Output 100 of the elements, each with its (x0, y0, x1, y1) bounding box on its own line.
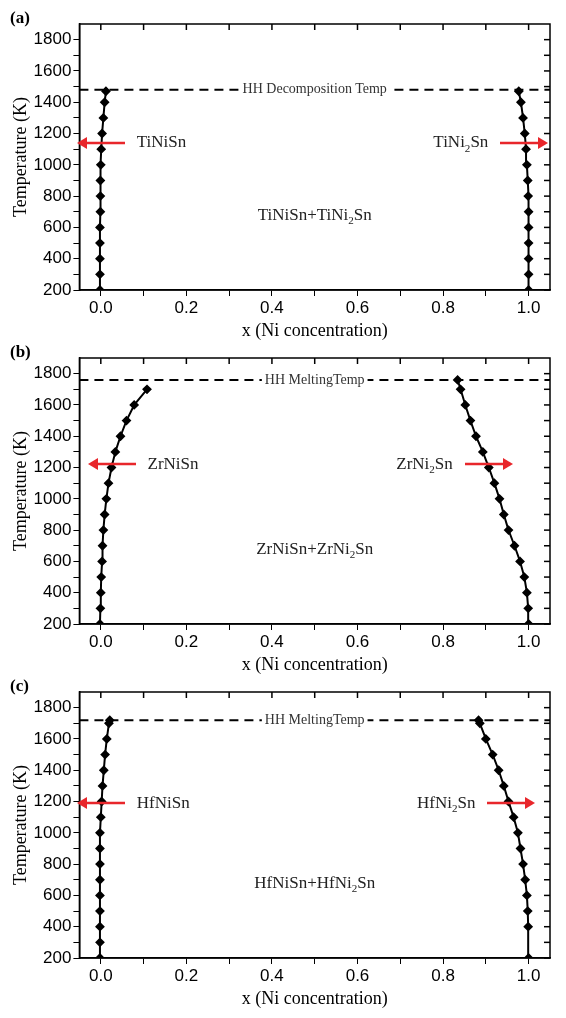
x-tick-label: 0.0 (88, 631, 113, 651)
point (523, 922, 533, 932)
point (95, 906, 105, 916)
y-tick-label: 1200 (33, 123, 72, 143)
point (129, 400, 139, 410)
point (488, 750, 498, 760)
point (489, 478, 499, 488)
x-tick-label: 0.8 (431, 631, 455, 651)
point (101, 86, 111, 96)
chart-title: (b) (10, 341, 31, 361)
x-tick-label: 0.8 (431, 297, 455, 317)
point (96, 812, 106, 822)
point (100, 750, 110, 760)
point (98, 541, 108, 551)
x-tick-label: 0.0 (88, 297, 113, 317)
point (95, 859, 105, 869)
x-tick-label: 0.6 (345, 965, 370, 985)
y-tick-label: 400 (43, 582, 72, 602)
point (521, 144, 531, 154)
x-tick-label: 1.0 (516, 631, 541, 651)
chart-title: (a) (10, 7, 30, 27)
point (523, 191, 533, 201)
point (95, 238, 105, 248)
point (101, 494, 111, 504)
ref-line-label: HH Decomposition Temp (242, 81, 387, 97)
point (524, 269, 534, 279)
point (519, 572, 529, 582)
x-axis-title: x (Ni concentration) (241, 987, 388, 1009)
point (465, 416, 475, 426)
chart-title: (c) (10, 675, 29, 695)
point (121, 416, 131, 426)
point (484, 463, 494, 473)
point (471, 431, 481, 441)
y-tick-label: 1400 (33, 91, 72, 111)
point (523, 603, 533, 613)
y-tick-label: 1000 (33, 822, 72, 842)
point (98, 781, 108, 791)
point (522, 890, 532, 900)
x-tick-label: 0.2 (174, 297, 199, 317)
point (478, 447, 488, 457)
point (504, 525, 513, 535)
y-tick-label: 600 (43, 885, 72, 905)
point (515, 556, 525, 566)
point (95, 875, 105, 885)
point (97, 556, 107, 566)
point (95, 207, 105, 217)
y-tick-label: 800 (43, 853, 72, 873)
y-tick-label: 1400 (33, 425, 72, 445)
y-tick-label: 600 (43, 217, 72, 237)
point (523, 175, 533, 185)
x-tick-label: 0.6 (345, 631, 370, 651)
x-axis-title: x (Ni concentration) (241, 319, 388, 341)
point (518, 113, 528, 123)
point (104, 478, 114, 488)
point (95, 937, 105, 947)
point (513, 828, 523, 838)
y-tick-label: 800 (43, 519, 72, 539)
annotation: ZrNiSn (147, 453, 199, 473)
point (95, 603, 105, 613)
point (495, 494, 505, 504)
point (456, 384, 466, 394)
point (524, 254, 534, 264)
point (95, 843, 105, 853)
point (95, 191, 105, 201)
point (95, 222, 105, 232)
point (100, 97, 110, 107)
point (96, 144, 106, 154)
point (524, 222, 534, 232)
point (460, 400, 470, 410)
point (515, 843, 525, 853)
y-tick-label: 400 (43, 916, 72, 936)
y-tick-label: 1000 (33, 154, 72, 174)
y-tick-label: 1800 (33, 363, 72, 383)
point (110, 447, 120, 457)
point (99, 765, 109, 775)
ref-line-label: HH MeltingTemp (264, 711, 365, 727)
x-tick-label: 1.0 (516, 297, 541, 317)
y-tick-label: 1400 (33, 759, 72, 779)
point (520, 129, 530, 139)
point (96, 588, 106, 598)
point (524, 207, 534, 217)
y-tick-label: 400 (43, 248, 72, 268)
x-tick-label: 0.4 (260, 297, 284, 317)
y-tick-label: 1600 (33, 728, 72, 748)
point (481, 734, 491, 744)
y-tick-label: 1600 (33, 394, 72, 414)
y-tick-label: 1800 (33, 697, 72, 717)
annotation: HfNiSn (136, 792, 191, 812)
point (96, 160, 106, 170)
point (522, 588, 532, 598)
y-tick-label: 1200 (33, 791, 72, 811)
point (115, 431, 125, 441)
y-tick-label: 1600 (33, 60, 72, 80)
annotation: TiNiSn (136, 132, 187, 152)
point (499, 509, 509, 519)
x-tick-label: 0.0 (88, 965, 113, 985)
x-tick-label: 1.0 (516, 965, 541, 985)
y-tick-label: 200 (43, 279, 72, 299)
point (494, 765, 504, 775)
x-tick-label: 0.8 (431, 965, 455, 985)
